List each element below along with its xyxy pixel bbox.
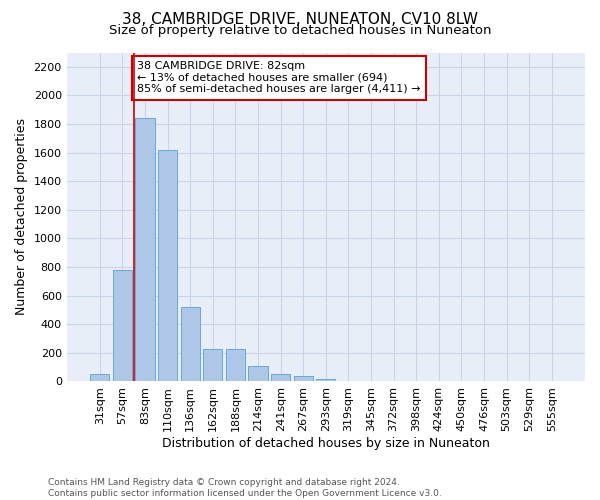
Text: 38 CAMBRIDGE DRIVE: 82sqm
← 13% of detached houses are smaller (694)
85% of semi: 38 CAMBRIDGE DRIVE: 82sqm ← 13% of detac… [137,61,421,94]
Bar [248,366,268,382]
Bar [90,374,109,382]
Bar [293,376,313,382]
Bar [203,348,223,382]
Text: 38, CAMBRIDGE DRIVE, NUNEATON, CV10 8LW: 38, CAMBRIDGE DRIVE, NUNEATON, CV10 8LW [122,12,478,28]
Bar [113,270,132,382]
Bar [316,378,335,382]
Text: Size of property relative to detached houses in Nuneaton: Size of property relative to detached ho… [109,24,491,37]
Text: Contains HM Land Registry data © Crown copyright and database right 2024.
Contai: Contains HM Land Registry data © Crown c… [48,478,442,498]
Bar [271,374,290,382]
Bar [226,348,245,382]
Bar [158,150,177,382]
X-axis label: Distribution of detached houses by size in Nuneaton: Distribution of detached houses by size … [162,437,490,450]
Bar [136,118,155,382]
Bar [181,307,200,382]
Y-axis label: Number of detached properties: Number of detached properties [15,118,28,316]
